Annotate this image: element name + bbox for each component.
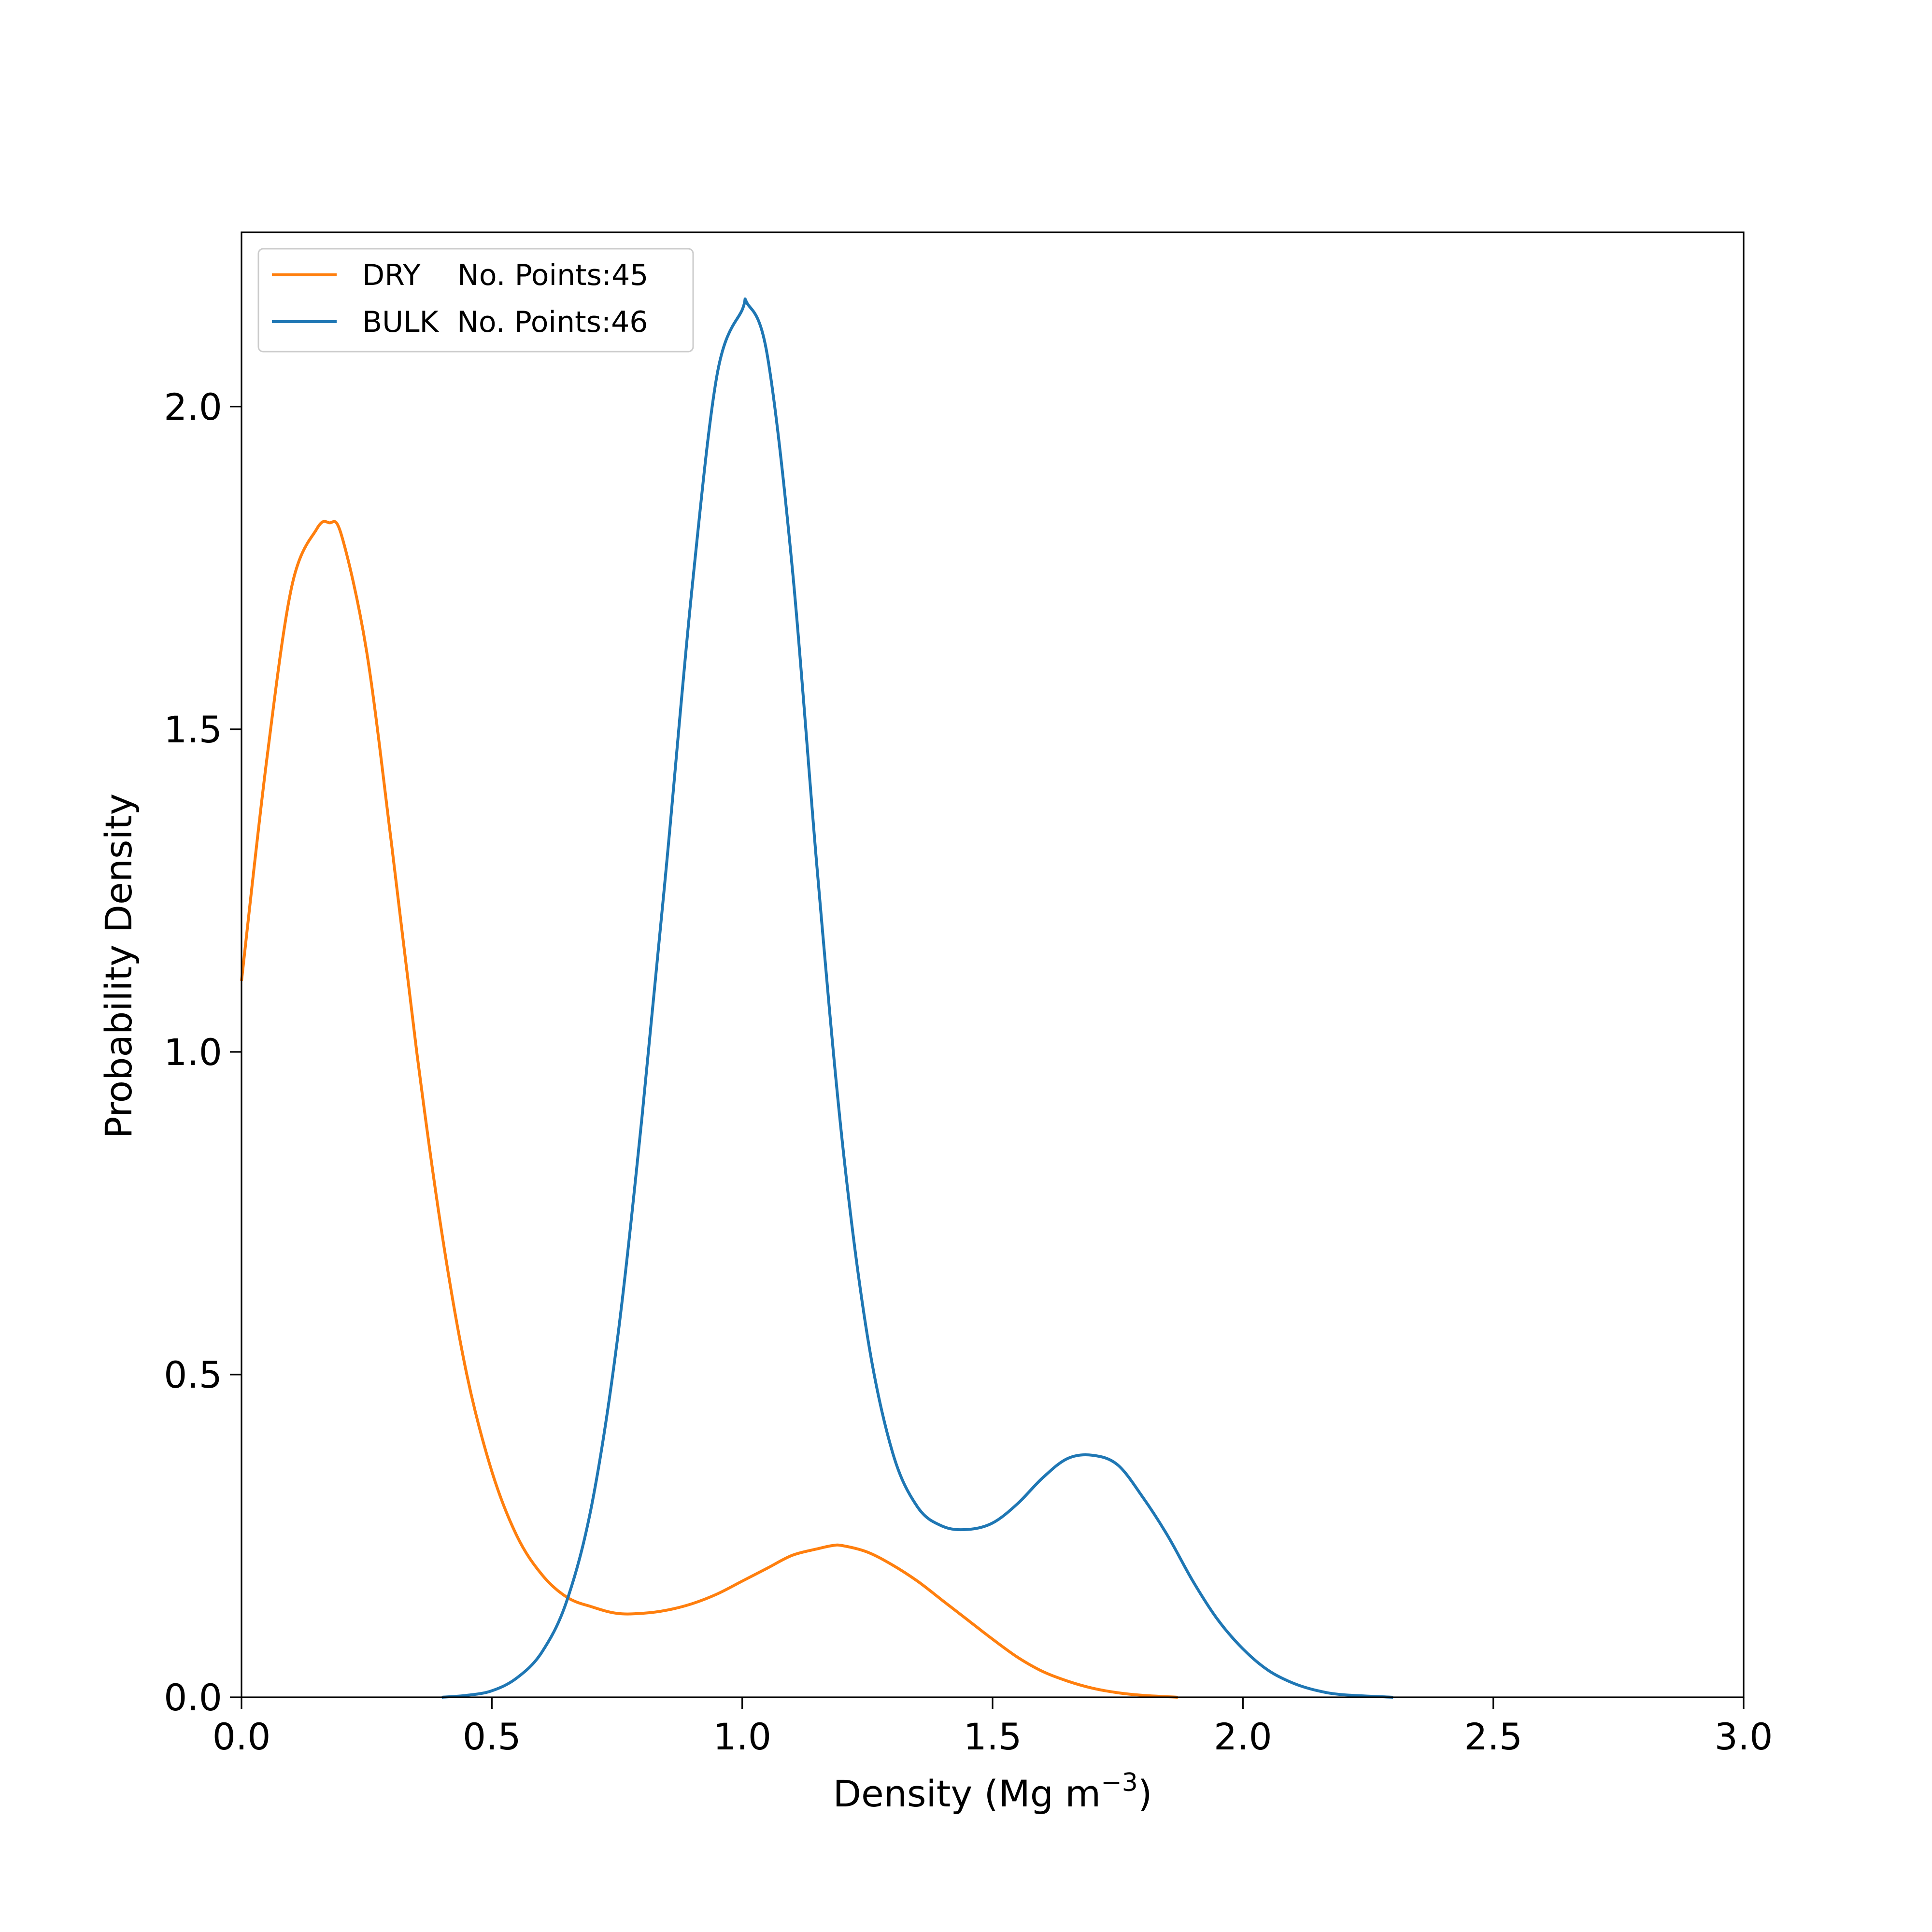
x-tick-label: 1.0 bbox=[713, 1715, 771, 1758]
y-axis-title: Probability Density bbox=[97, 794, 140, 1139]
y-tick-label: 1.5 bbox=[164, 708, 222, 751]
x-tick-label: 1.5 bbox=[964, 1715, 1022, 1758]
series-line-dry bbox=[240, 520, 1178, 1699]
legend-box bbox=[257, 248, 694, 353]
x-tick-label: 3.0 bbox=[1715, 1715, 1773, 1758]
legend: DRY No. Points:45 BULK No. Points:46 bbox=[257, 248, 694, 353]
y-tick-label: 2.0 bbox=[164, 385, 222, 428]
x-tick-label: 2.0 bbox=[1214, 1715, 1272, 1758]
x-tick-label: 0.5 bbox=[463, 1715, 521, 1758]
y-tick-label: 1.0 bbox=[164, 1031, 222, 1074]
legend-label-dry: DRY No. Points:45 bbox=[362, 258, 648, 292]
y-tick-label: 0.0 bbox=[164, 1676, 222, 1719]
y-axis-ticks: 0.0 0.5 1.0 1.5 2.0 bbox=[164, 385, 242, 1719]
x-tick-label: 2.5 bbox=[1464, 1715, 1522, 1758]
legend-label-bulk: BULK No. Points:46 bbox=[362, 305, 648, 339]
x-axis-title-close: ) bbox=[1138, 1772, 1152, 1815]
x-tick-label: 0.0 bbox=[213, 1715, 271, 1758]
y-tick-label: 0.5 bbox=[164, 1353, 222, 1396]
plot-lines bbox=[240, 297, 1393, 1699]
x-axis-ticks: 0.0 0.5 1.0 1.5 2.0 2.5 3.0 bbox=[213, 1697, 1773, 1758]
series-line-bulk bbox=[441, 297, 1393, 1699]
x-axis-title-superscript: −3 bbox=[1101, 1768, 1138, 1797]
x-axis-title: Density (Mg m−3) bbox=[833, 1768, 1152, 1815]
x-axis-title-main: Density (Mg m bbox=[833, 1772, 1101, 1815]
